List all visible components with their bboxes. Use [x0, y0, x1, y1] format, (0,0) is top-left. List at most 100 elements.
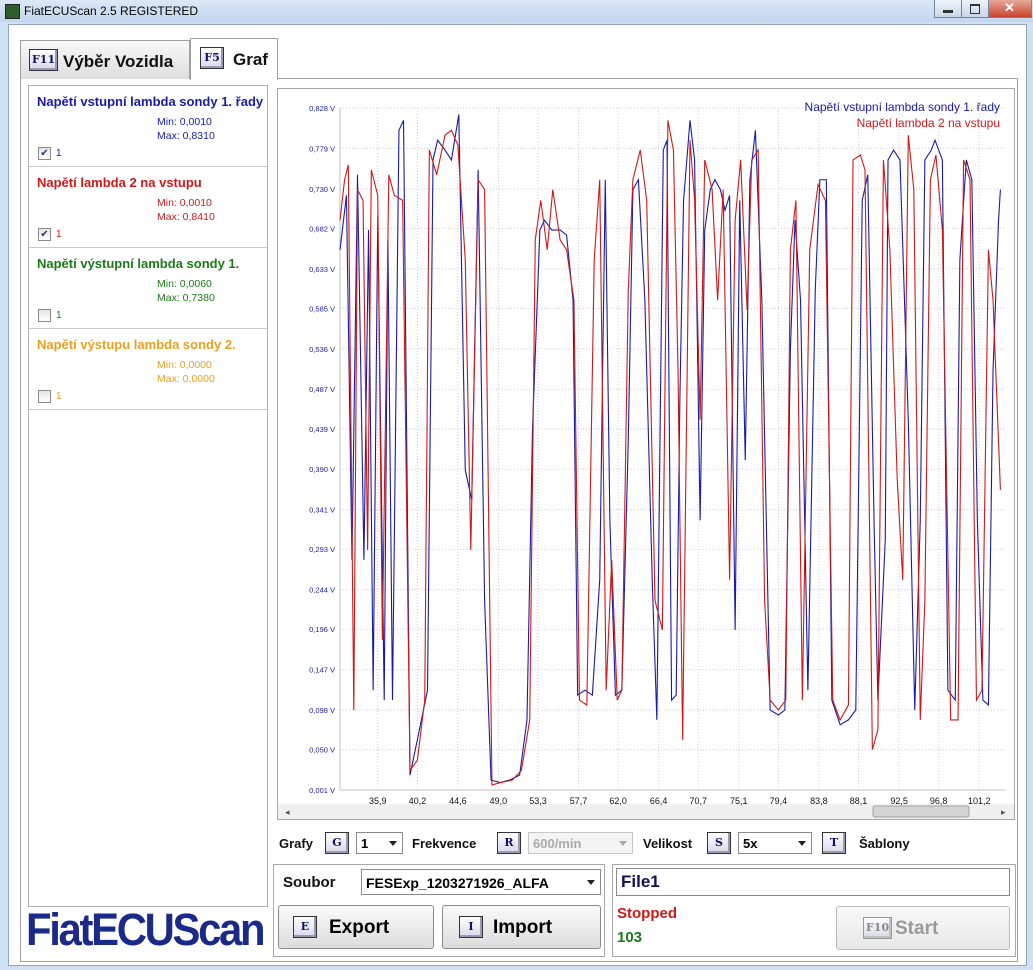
checkbox[interactable] [38, 309, 51, 322]
key-hint: S [707, 832, 731, 854]
x-tick-label: 57,7 [570, 796, 588, 806]
y-tick-label: 0,001 V [309, 786, 335, 795]
sensor-min: Min: 0,0060 [157, 278, 212, 290]
y-tick-label: 0,293 V [309, 545, 335, 554]
sensor-list: Napětí vstupní lambda sondy 1. řady Min: … [28, 85, 268, 907]
templates-label[interactable]: Šablony [859, 836, 910, 851]
export-button[interactable]: E Export [278, 905, 434, 949]
x-tick-label: 44,6 [449, 796, 467, 806]
y-tick-label: 0,633 V [309, 265, 335, 274]
y-tick-label: 0,439 V [309, 425, 335, 434]
start-button[interactable]: F10 Start [836, 906, 1010, 950]
sensor-max: Max: 0,8310 [157, 130, 215, 142]
legend-entry: Napětí lambda 2 na vstupu [857, 116, 1000, 130]
sensor-item: Napětí výstupu lambda sondy 2. Min: 0,000… [29, 329, 267, 410]
title-bar: FiatECUScan 2.5 REGISTERED ✕ [0, 0, 1033, 22]
size-label: Velikost [643, 836, 693, 851]
sensor-item: Napětí vstupní lambda sondy 1. řady Min: … [29, 86, 267, 167]
tab-vehicle[interactable]: F11 Výběr Vozidla [20, 40, 190, 79]
sensor-item: Napětí výstupní lambda sondy 1. Min: 0,00… [29, 248, 267, 329]
status-state: Stopped [617, 905, 677, 922]
tab-graph[interactable]: F5 Graf [190, 38, 278, 80]
y-tick-label: 0,487 V [309, 385, 335, 394]
x-tick-label: 49,0 [490, 796, 508, 806]
sensor-graph: 1 [56, 391, 62, 402]
x-tick-label: 75,1 [730, 796, 748, 806]
key-hint: G [325, 832, 349, 854]
scrollbar[interactable] [278, 804, 1014, 819]
import-button[interactable]: I Import [442, 905, 601, 949]
x-tick-label: 35,9 [369, 796, 387, 806]
status-count: 103 [617, 929, 643, 946]
x-tick-label: 53,3 [529, 796, 547, 806]
file-combo[interactable]: FESExp_1203271926_ALFA [361, 869, 601, 895]
combo-value: FESExp_1203271926_ALFA [366, 875, 549, 891]
sensor-min: Min: 0,0000 [157, 359, 212, 371]
y-tick-label: 0,779 V [309, 144, 335, 153]
sensor-max: Max: 0,8410 [157, 211, 215, 223]
combo-value: 600/min [533, 836, 582, 851]
y-tick-label: 0,098 V [309, 706, 335, 715]
key-hint: E [293, 916, 317, 938]
combo-value: 5x [743, 836, 758, 851]
chart: ◂ ▸ 0,001 V 0,050 V 0,098 V 0,147 V 0,196 V 0… [277, 88, 1015, 820]
key-hint: F10 [863, 917, 893, 939]
x-tick-label: 101,2 [968, 796, 991, 806]
y-tick-label: 0,341 V [309, 506, 335, 515]
frequency-label: Frekvence [412, 836, 477, 851]
x-tick-label: 83,8 [810, 796, 828, 806]
checkbox[interactable]: ✔ [38, 147, 51, 160]
y-tick-label: 0,147 V [309, 666, 335, 675]
button-label: Start [895, 918, 939, 939]
sensor-min: Min: 0,0010 [157, 197, 212, 209]
x-tick-label: 62,0 [609, 796, 627, 806]
x-tick-label: 96,8 [930, 796, 948, 806]
sensor-name: Napětí výstupu lambda sondy 2. [37, 337, 236, 352]
scroll-right[interactable]: ▸ [1001, 807, 1006, 817]
x-tick-label: 66,4 [650, 796, 668, 806]
minimize-button[interactable] [934, 0, 962, 18]
combo-value: 1 [361, 836, 369, 851]
x-tick-label: 92,5 [890, 796, 908, 806]
sensor-name: Napětí výstupní lambda sondy 1. [37, 256, 240, 271]
key-hint: R [497, 832, 521, 854]
file-name: File1 [621, 872, 660, 891]
close-button[interactable]: ✕ [988, 0, 1032, 18]
file-name-field[interactable]: File1 [616, 868, 1010, 896]
legend-entry: Napětí vstupní lambda sondy 1. řady [805, 100, 1000, 114]
maximize-button[interactable] [961, 0, 989, 18]
scroll-thumb[interactable] [872, 805, 970, 818]
sensor-graph: 1 [56, 310, 62, 321]
y-tick-label: 0,050 V [309, 746, 335, 755]
sensor-name: Napětí lambda 2 na vstupu [37, 175, 202, 190]
size-combo[interactable]: 5x [738, 832, 812, 854]
y-tick-label: 0,730 V [309, 185, 335, 194]
app-icon [5, 4, 20, 19]
tab-label: Graf [233, 50, 268, 69]
checkbox[interactable]: ✔ [38, 228, 51, 241]
x-tick-label: 70,7 [690, 796, 708, 806]
scroll-left[interactable]: ◂ [285, 807, 290, 817]
sensor-min: Min: 0,0010 [157, 116, 212, 128]
sensor-max: Max: 0,0000 [157, 373, 215, 385]
graphs-combo[interactable]: 1 [356, 832, 403, 854]
sensor-item: Napětí lambda 2 na vstupu Min: 0,0010 Max:… [29, 167, 267, 248]
frequency-combo[interactable]: 600/min [528, 832, 633, 854]
x-tick-label: 88,1 [850, 796, 868, 806]
y-tick-label: 0,585 V [309, 304, 335, 313]
sensor-max: Max: 0,7380 [157, 292, 215, 304]
y-tick-label: 0,828 V [309, 104, 335, 113]
key-hint[interactable]: T [822, 832, 846, 854]
checkbox[interactable] [38, 390, 51, 403]
chart-frame [277, 88, 1015, 820]
button-label: Export [329, 917, 390, 938]
y-tick-label: 0,536 V [309, 345, 335, 354]
graphs-label: Grafy [279, 836, 313, 851]
y-tick-label: 0,682 V [309, 224, 335, 233]
y-tick-label: 0,244 V [309, 586, 335, 595]
logo: FiatECUScan [26, 904, 266, 955]
window-title: FiatECUScan 2.5 REGISTERED [24, 4, 199, 18]
key-hint: I [459, 916, 483, 938]
x-tick-label: 40,2 [409, 796, 427, 806]
